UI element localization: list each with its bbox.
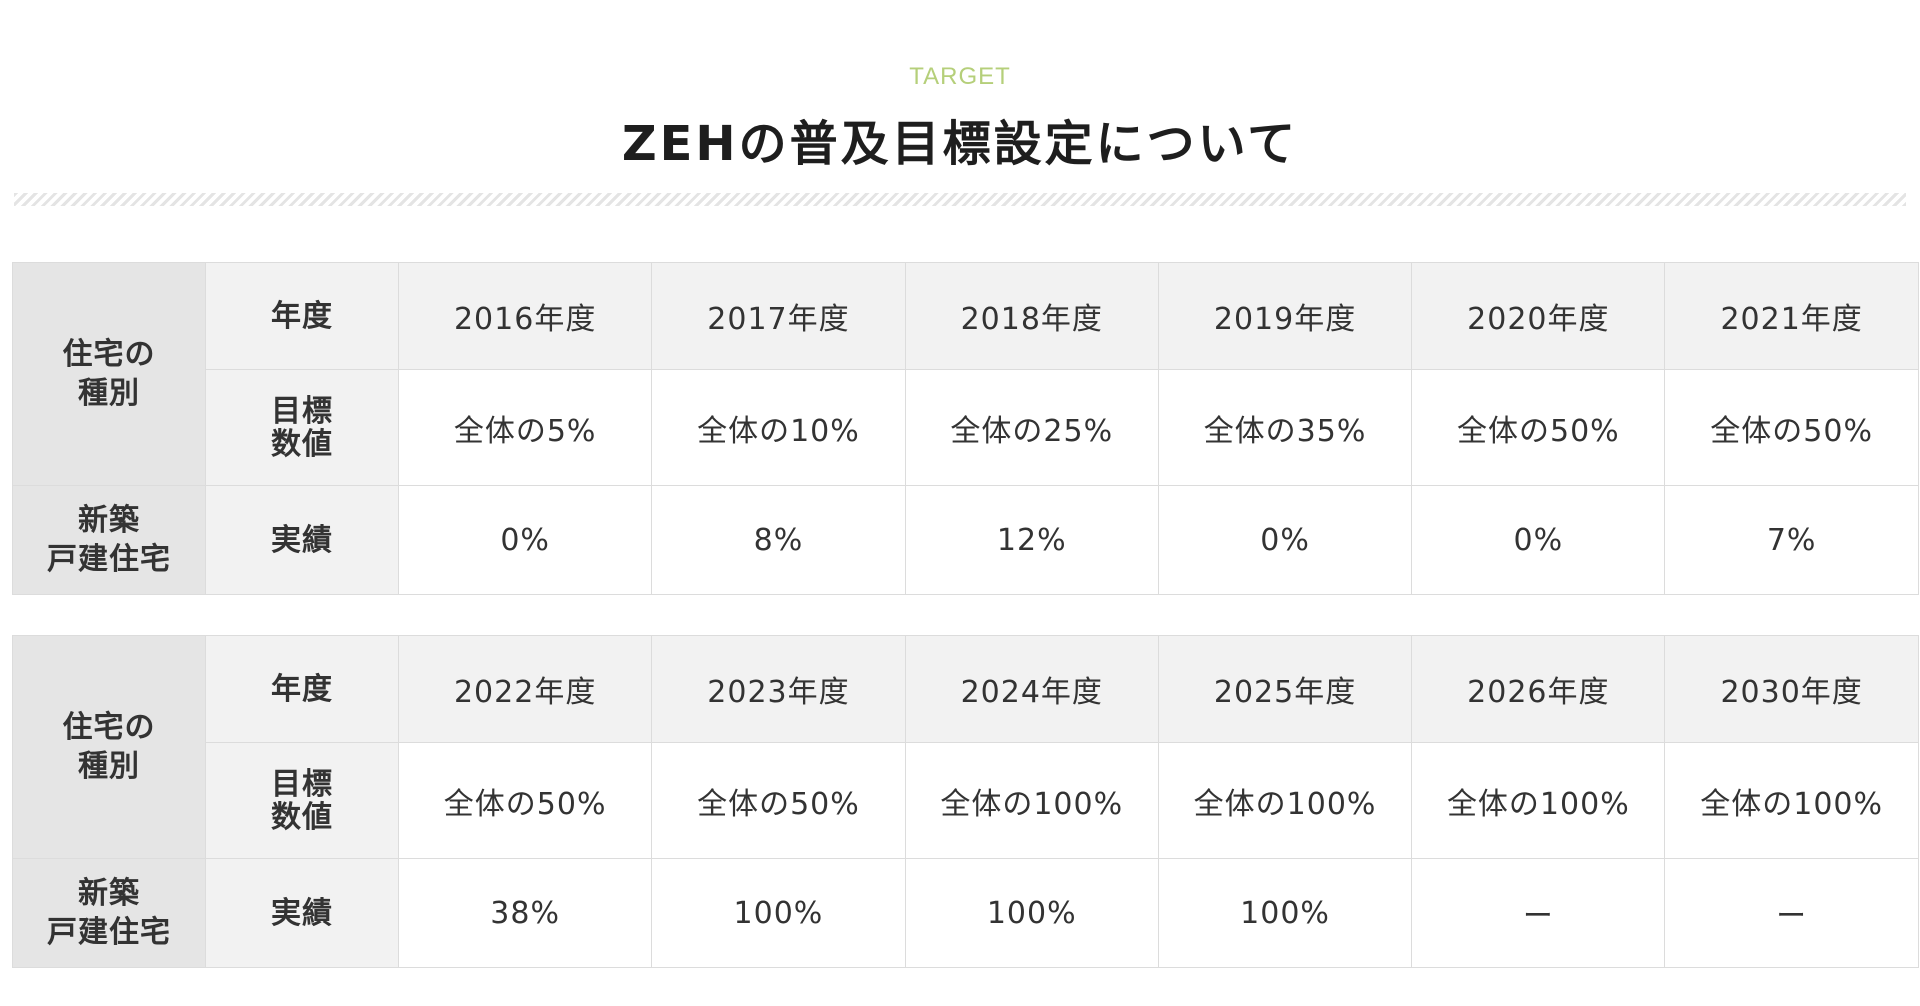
year-cell: 2016年度 xyxy=(397,262,653,370)
year-cell: 2021年度 xyxy=(1664,262,1919,370)
year-cell: 2024年度 xyxy=(904,635,1159,743)
actual-cell: 7% xyxy=(1664,485,1919,595)
housing-category-header: 新築 戸建住宅 xyxy=(12,485,206,595)
target-cell: 全体の100% xyxy=(1664,742,1919,859)
actual-cell: 100% xyxy=(1157,858,1413,968)
actual-cell: 0% xyxy=(1157,485,1413,595)
year-cell: 2020年度 xyxy=(1411,262,1666,370)
year-row-header: 年度 xyxy=(205,262,399,370)
target-cell: 全体の35% xyxy=(1157,369,1413,486)
housing-type-header: 住宅の 種別 xyxy=(12,635,206,859)
target-cell: 全体の10% xyxy=(651,369,906,486)
target-row-header: 目標 数値 xyxy=(205,742,399,859)
year-cell: 2023年度 xyxy=(651,635,906,743)
target-row: 目標 数値 全体の5% 全体の10% 全体の25% 全体の35% 全体の50% … xyxy=(13,369,1919,486)
target-cell: 全体の25% xyxy=(904,369,1159,486)
target-cell: 全体の50% xyxy=(397,742,653,859)
target-row-header: 目標 数値 xyxy=(205,369,399,486)
housing-category-header: 新築 戸建住宅 xyxy=(12,858,206,968)
actual-cell: 0% xyxy=(1411,485,1666,595)
zeh-table: 住宅の 種別 年度 2022年度 2023年度 2024年度 2025年度 20… xyxy=(12,635,1919,968)
actual-cell: 8% xyxy=(651,485,906,595)
section-header: TARGET ZEHの普及目標設定について xyxy=(0,60,1920,174)
zeh-table: 住宅の 種別 年度 2016年度 2017年度 2018年度 2019年度 20… xyxy=(12,262,1919,595)
actual-cell: 12% xyxy=(904,485,1159,595)
actual-cell: 0% xyxy=(397,485,653,595)
page-title: ZEHの普及目標設定について xyxy=(621,116,1299,172)
housing-type-header: 住宅の 種別 xyxy=(12,262,206,486)
year-cell: 2017年度 xyxy=(651,262,906,370)
hatched-divider xyxy=(14,193,1906,206)
target-cell: 全体の50% xyxy=(651,742,906,859)
actual-row-header: 実績 xyxy=(205,485,399,595)
target-cell: 全体の50% xyxy=(1411,369,1666,486)
year-cell: 2019年度 xyxy=(1157,262,1413,370)
actual-row: 新築 戸建住宅 実績 38% 100% 100% 100% ー ー xyxy=(12,858,1919,968)
year-cell: 2022年度 xyxy=(397,635,653,743)
year-cell: 2018年度 xyxy=(904,262,1159,370)
target-row: 目標 数値 全体の50% 全体の50% 全体の100% 全体の100% 全体の1… xyxy=(13,742,1919,859)
target-cell: 全体の50% xyxy=(1664,369,1919,486)
actual-cell: 100% xyxy=(904,858,1159,968)
target-cell: 全体の100% xyxy=(904,742,1159,859)
section-eyebrow: TARGET xyxy=(909,63,1011,90)
target-cell: 全体の100% xyxy=(1411,742,1666,859)
year-row-header: 年度 xyxy=(205,635,399,743)
actual-cell: ー xyxy=(1411,858,1666,968)
year-row: 住宅の 種別 年度 2016年度 2017年度 2018年度 2019年度 20… xyxy=(12,262,1919,486)
year-row: 住宅の 種別 年度 2022年度 2023年度 2024年度 2025年度 20… xyxy=(12,635,1919,859)
actual-cell: ー xyxy=(1664,858,1919,968)
zeh-target-table-2: 住宅の 種別 年度 2022年度 2023年度 2024年度 2025年度 20… xyxy=(12,635,1919,968)
actual-row-header: 実績 xyxy=(205,858,399,968)
actual-cell: 100% xyxy=(651,858,906,968)
target-cell: 全体の100% xyxy=(1157,742,1413,859)
year-cell: 2030年度 xyxy=(1664,635,1919,743)
year-cell: 2025年度 xyxy=(1157,635,1413,743)
target-cell: 全体の5% xyxy=(397,369,653,486)
zeh-target-table-1: 住宅の 種別 年度 2016年度 2017年度 2018年度 2019年度 20… xyxy=(12,262,1919,595)
actual-cell: 38% xyxy=(397,858,653,968)
year-cell: 2026年度 xyxy=(1411,635,1666,743)
actual-row: 新築 戸建住宅 実績 0% 8% 12% 0% 0% 7% xyxy=(12,485,1919,595)
